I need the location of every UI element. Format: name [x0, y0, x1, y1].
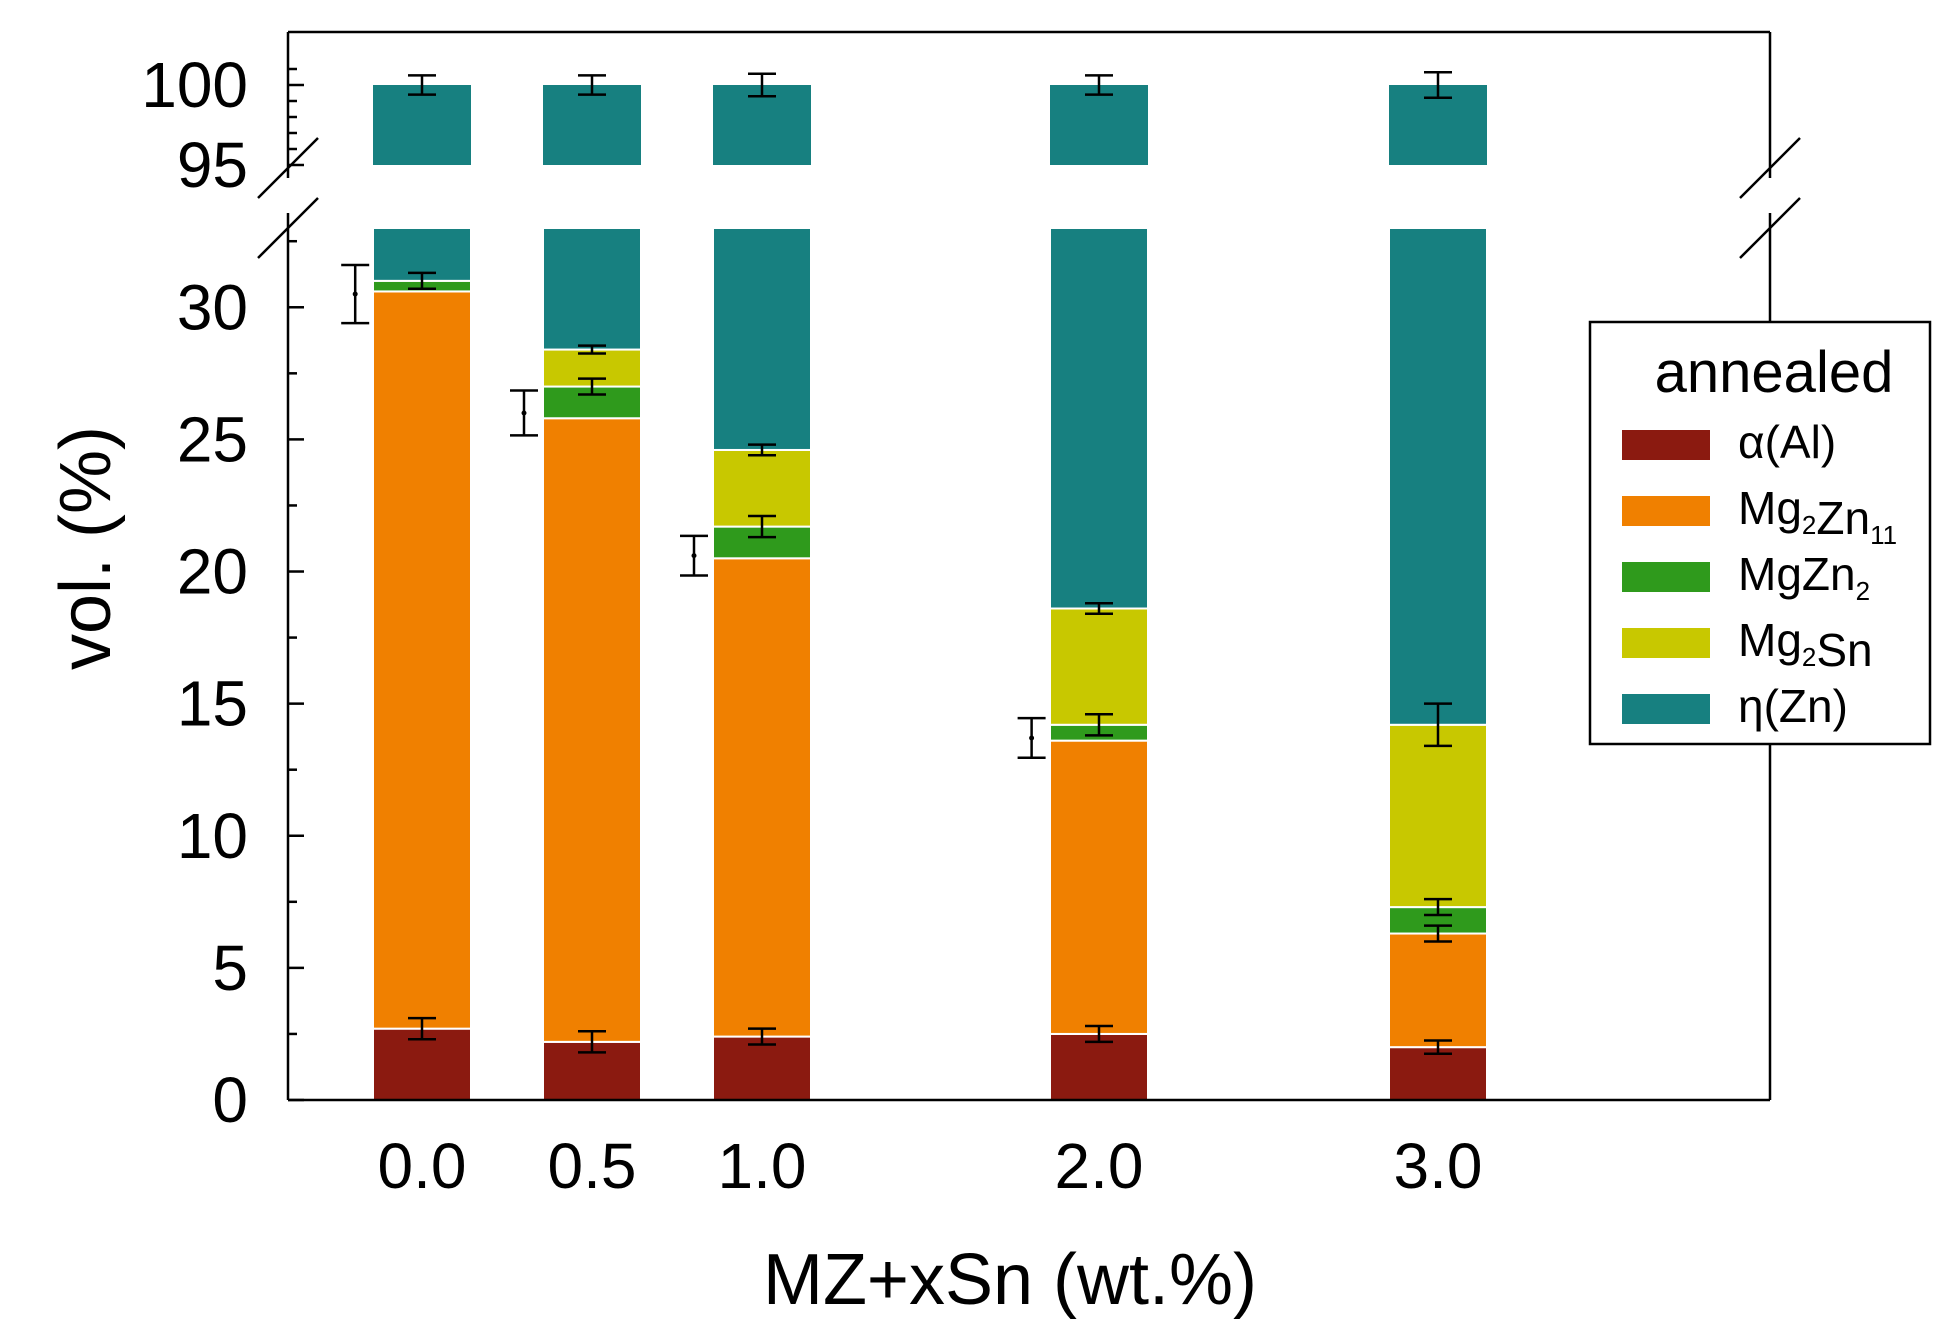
bar-segment-4-1.0: [712, 227, 812, 451]
bar-segment-1-1.0: [712, 557, 812, 1038]
errorbar-0-1.0: [748, 1027, 776, 1046]
legend-label-2: MgZn2: [1738, 548, 1870, 606]
errorbar-2-0.0: [408, 271, 436, 291]
errorbar-upper-4-0.5: [578, 74, 606, 96]
bar-segment-upper-4-2.0: [1050, 85, 1148, 165]
y-tick-label-10: 10: [177, 800, 248, 872]
y-tick-label-5: 5: [212, 932, 248, 1004]
errorbar-upper-4-3.0: [1424, 70, 1452, 100]
legend-label-0: α(Al): [1738, 416, 1836, 468]
y-tick-label-30: 30: [177, 271, 248, 343]
bar-segment-3-3.0: [1388, 723, 1488, 909]
legend-swatch-3: [1622, 628, 1710, 658]
overall-errorbar-point-1: [521, 410, 527, 416]
errorbar-upper-4-1.0: [748, 72, 776, 98]
errorbar-2-1.0: [748, 514, 776, 539]
bar-segment-0-2.0: [1049, 1032, 1149, 1102]
axis-break-mark-right-lower: [1739, 197, 1801, 259]
legend-label-3: Mg2Sn: [1738, 614, 1873, 676]
errorbar-3-3.0: [1424, 702, 1452, 748]
y-tick-label-0: 0: [212, 1064, 248, 1136]
errorbars-layer: [341, 70, 1452, 1056]
legend-swatch-2: [1622, 562, 1710, 592]
y-tick-label-upper-100: 100: [141, 49, 248, 121]
errorbar-3-0.5: [578, 344, 606, 355]
overall-errorbar-point-2: [691, 553, 697, 559]
x-tick-label-1.0: 1.0: [718, 1130, 807, 1202]
y-tick-label-20: 20: [177, 536, 248, 608]
legend-label-1: Mg2Zn11: [1738, 482, 1897, 550]
bar-segment-0-3.0: [1388, 1046, 1488, 1101]
bar-segment-upper-4-1.0: [713, 85, 811, 165]
bar-segment-4-3.0: [1388, 227, 1488, 726]
x-tick-label-0.0: 0.0: [378, 1130, 467, 1202]
bar-segment-upper-4-0.5: [543, 85, 641, 165]
overall-errorbar-point-0: [352, 291, 358, 297]
legend-swatch-4: [1622, 694, 1710, 724]
legend-title: annealed: [1655, 340, 1894, 405]
errorbar-0-2.0: [1085, 1024, 1113, 1044]
bar-segment-4-2.0: [1049, 227, 1149, 610]
errorbar-0-0.0: [408, 1016, 436, 1041]
errorbar-2-2.0: [1085, 712, 1113, 737]
errorbar-upper-4-0.0: [408, 74, 436, 96]
errorbar-0-0.5: [578, 1030, 606, 1054]
axes-layer: 0 5 10 15 20 25 30 95 100 0.0 0.5 1.0 2.0 3.0: [141, 30, 1801, 1202]
axis-break-mark-left-upper: [257, 137, 319, 199]
bar-segment-3-2.0: [1049, 607, 1149, 726]
bar-segment-1-0.0: [372, 290, 472, 1030]
legend-swatch-1: [1622, 496, 1710, 526]
bar-segment-upper-4-0.0: [373, 85, 471, 165]
y-tick-label-15: 15: [177, 668, 248, 740]
errorbar-0-3.0: [1424, 1039, 1452, 1056]
bar-segment-3-1.0: [712, 448, 812, 528]
axis-break-mark-left-lower: [257, 197, 319, 259]
legend-label-4: η(Zn): [1738, 680, 1848, 732]
x-tick-label-2.0: 2.0: [1055, 1130, 1144, 1202]
bar-segment-0-1.0: [712, 1035, 812, 1101]
errorbar-3-1.0: [748, 443, 776, 457]
bar-segment-1-2.0: [1049, 739, 1149, 1035]
bar-segment-4-0.5: [542, 227, 642, 351]
axis-break-mark-right-upper: [1739, 137, 1801, 199]
errorbar-3-2.0: [1085, 601, 1113, 616]
bar-segment-1-3.0: [1388, 932, 1488, 1049]
errorbar-1-3.0: [1424, 924, 1452, 943]
bars-layer: [372, 85, 1488, 1102]
legend-box: [1588, 320, 1932, 746]
overall-errorbar-point-3: [1029, 735, 1035, 741]
y-axis-title: vol. (%): [46, 426, 126, 670]
x-tick-label-3.0: 3.0: [1394, 1130, 1483, 1202]
y-tick-label-upper-95: 95: [177, 129, 248, 201]
errorbar-upper-4-2.0: [1085, 74, 1113, 96]
legend-swatch-0: [1622, 430, 1710, 460]
x-tick-label-0.5: 0.5: [548, 1130, 637, 1202]
y-tick-label-25: 25: [177, 403, 248, 475]
x-axis-title: MZ+xSn (wt.%): [763, 1240, 1257, 1320]
errorbar-2-0.5: [578, 377, 606, 396]
errorbar-2-3.0: [1424, 897, 1452, 917]
bar-segment-1-0.5: [542, 417, 642, 1043]
bar-segment-0-0.0: [372, 1027, 472, 1101]
